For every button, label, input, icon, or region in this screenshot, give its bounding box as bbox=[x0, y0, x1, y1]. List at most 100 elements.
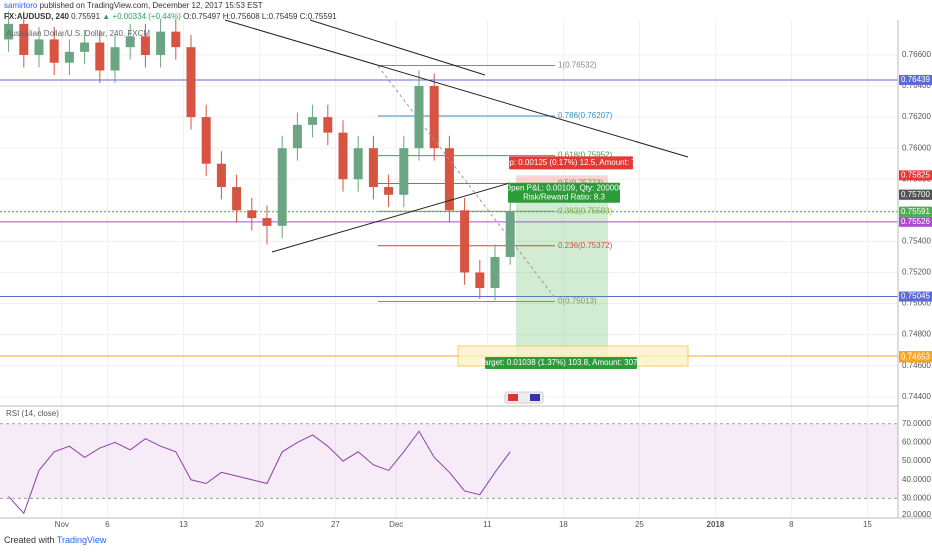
candle-body bbox=[368, 148, 378, 188]
fib-label: 0.382(0.75593) bbox=[558, 207, 613, 216]
candle-body bbox=[353, 148, 363, 180]
price-mark-bg bbox=[899, 352, 932, 363]
rsi-band bbox=[0, 423, 898, 499]
created-with: Created with bbox=[4, 535, 55, 545]
target-zone-fill bbox=[516, 194, 608, 357]
pnl-box bbox=[508, 182, 620, 203]
time-tick-label: Dec bbox=[389, 520, 403, 529]
time-tick-label: 25 bbox=[635, 520, 644, 529]
price-tick-label: 0.74600 bbox=[902, 361, 931, 370]
change: ▲ +0.00334 (+0.44%) bbox=[102, 12, 181, 21]
price-mark-label: 0.75045 bbox=[901, 292, 930, 301]
candle-body bbox=[262, 218, 272, 226]
price-mark-bg bbox=[899, 206, 932, 217]
candle-body bbox=[49, 39, 59, 63]
candle-body bbox=[323, 117, 333, 133]
symbol: FX:AUDUSD, 240 bbox=[4, 12, 69, 21]
rr-label: Risk/Reward Ratio: 8.3 bbox=[523, 192, 605, 201]
price-tick-label: 0.75000 bbox=[902, 299, 931, 308]
time-tick-label: 6 bbox=[105, 520, 110, 529]
last-price: 0.75591 bbox=[71, 12, 100, 21]
fib-trend bbox=[377, 65, 556, 299]
candle-body bbox=[308, 117, 318, 125]
legend: Australian Dollar/U.S. Dollar, 240, FXCM bbox=[6, 29, 150, 38]
time-tick-label: 13 bbox=[179, 520, 188, 529]
stop-label: Stop: 0.00125 (0.17%) 12.5, Amount: 750 bbox=[497, 158, 645, 167]
candle-body bbox=[110, 47, 120, 71]
candle-body bbox=[277, 148, 287, 226]
candle-body bbox=[4, 23, 14, 40]
fib-label: 0.618(0.75952) bbox=[558, 151, 613, 160]
candle-body bbox=[216, 163, 226, 188]
stop-box bbox=[509, 156, 633, 170]
header-author: samirtoro published on TradingView.com, … bbox=[4, 1, 263, 10]
price-tick-label: 0.76400 bbox=[902, 81, 931, 90]
trend-line bbox=[271, 182, 511, 253]
candle-body bbox=[384, 187, 394, 195]
candle-body bbox=[201, 117, 211, 164]
position-labels: Stop: 0.00125 (0.17%) 12.5, Amount: 750 O… bbox=[480, 156, 645, 370]
price-pane bbox=[4, 11, 515, 301]
target-box bbox=[485, 357, 637, 370]
time-tick-label: 2018 bbox=[707, 520, 725, 529]
candle-body bbox=[505, 211, 515, 257]
candle-body bbox=[475, 272, 485, 289]
candle-body bbox=[292, 124, 302, 149]
rsi-tick-label: 30.0000 bbox=[902, 494, 931, 503]
candle-body bbox=[34, 39, 44, 55]
candle-body bbox=[247, 210, 257, 219]
price-mark-bg bbox=[899, 74, 932, 85]
brand[interactable]: TradingView bbox=[57, 535, 107, 545]
price-tick-label: 0.75400 bbox=[902, 237, 931, 246]
price-mark-bg bbox=[899, 216, 932, 227]
price-tick-label: 0.74400 bbox=[902, 392, 931, 401]
price-mark-label: 0.75526 bbox=[901, 217, 930, 226]
time-tick-label: 11 bbox=[483, 520, 492, 529]
candle-body bbox=[95, 42, 105, 71]
price-tick-label: 0.75200 bbox=[902, 268, 931, 277]
candle-body bbox=[338, 132, 348, 180]
fib-label: 1(0.76532) bbox=[558, 61, 597, 70]
price-tick-label: 0.76200 bbox=[902, 112, 931, 121]
published: published on TradingView.com, December 1… bbox=[40, 1, 263, 10]
candle-body bbox=[429, 86, 439, 149]
header-quote: FX:AUDUSD, 240 0.75591 ▲ +0.00334 (+0.44… bbox=[4, 12, 337, 21]
price-mark-label: 0.75591 bbox=[901, 207, 930, 216]
candle-body bbox=[171, 31, 181, 48]
time-tick-label: Nov bbox=[55, 520, 69, 529]
time-tick-label: 27 bbox=[331, 520, 340, 529]
candle-body bbox=[19, 23, 29, 55]
price-tick-label: 0.74800 bbox=[902, 330, 931, 339]
ohlc: O:0.75497 H:0.75608 L:0.75459 C:0.75591 bbox=[183, 12, 337, 21]
candle-body bbox=[414, 86, 424, 149]
candle-body bbox=[156, 31, 166, 55]
rsi-line bbox=[8, 430, 511, 515]
price-mark-label: 0.74653 bbox=[901, 353, 930, 362]
price-tick-label: 0.76000 bbox=[902, 143, 931, 152]
trend-line bbox=[224, 19, 689, 158]
author[interactable]: samirtoro bbox=[4, 1, 38, 10]
target-label: Target: 0.01038 (1.37%) 103.8, Amount: 3… bbox=[480, 358, 642, 367]
trend-line bbox=[309, 19, 486, 76]
rsi-tick-label: 20.0000 bbox=[902, 510, 931, 519]
price-mark-bg bbox=[899, 170, 932, 181]
footer: Created with TradingView bbox=[4, 535, 107, 545]
fib-label: 0.786(0.76207) bbox=[558, 111, 613, 120]
candle-body bbox=[80, 42, 90, 52]
candle-body bbox=[490, 256, 500, 289]
fib-label: 0.236(0.75372) bbox=[558, 241, 613, 250]
fib-label: 0(0.75013) bbox=[558, 297, 597, 306]
candle-body bbox=[125, 36, 135, 48]
candle-body bbox=[186, 47, 196, 118]
price-tick-label: 0.76600 bbox=[902, 50, 931, 59]
pnl-label: Open P&L: 0.00109, Qty: 200000 bbox=[505, 183, 624, 192]
time-tick-label: 18 bbox=[559, 520, 568, 529]
candle-body bbox=[140, 36, 150, 55]
candle-body bbox=[444, 148, 454, 211]
time-tick-label: 8 bbox=[789, 520, 794, 529]
rsi-tick-label: 60.0000 bbox=[902, 438, 931, 447]
rsi-title: RSI (14, close) bbox=[6, 409, 59, 418]
time-tick-label: 20 bbox=[255, 520, 264, 529]
price-mark-bg bbox=[899, 189, 932, 200]
